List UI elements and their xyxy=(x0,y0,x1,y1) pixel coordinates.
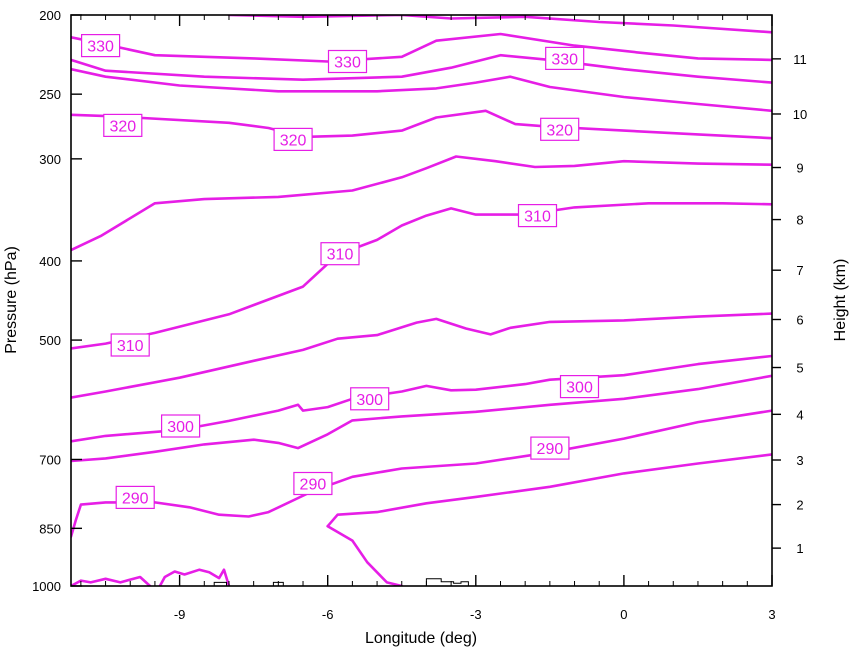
contour-label: 300 xyxy=(167,419,194,436)
y2-tick-label: 10 xyxy=(793,107,807,122)
contour-label: 320 xyxy=(546,122,573,139)
contour-label: 310 xyxy=(524,209,551,226)
y2-tick-label: 11 xyxy=(793,52,807,67)
y2-tick-label: 2 xyxy=(796,498,803,513)
isentrope-328 xyxy=(71,53,772,84)
contour-label-box xyxy=(540,117,580,141)
contour-label-layer: 330 330 330 320 320 320 310 310 310 300 300 300 290 2… xyxy=(80,33,600,509)
y-tick-label: 200 xyxy=(39,8,61,23)
contour-label-box xyxy=(350,387,390,411)
isentrope-330 xyxy=(71,32,772,63)
terrain-outline xyxy=(213,581,227,586)
y2-tick-label: 9 xyxy=(796,161,803,176)
x-axis-title: Longitude (deg) xyxy=(365,630,477,647)
contour-label-box xyxy=(103,113,143,138)
x-tick-label: 3 xyxy=(768,607,775,622)
contour-label: 290 xyxy=(300,477,327,494)
plot-area xyxy=(71,15,772,586)
isentrope-280 xyxy=(71,575,152,586)
contour-label-box xyxy=(327,49,368,74)
contour-label: 330 xyxy=(334,55,361,72)
contour-label-box xyxy=(273,127,313,151)
contour-label-box xyxy=(161,414,201,438)
y2-tick-label: 4 xyxy=(796,407,803,422)
isentrope-285 xyxy=(326,524,404,586)
contour-label-box xyxy=(115,485,155,509)
x-tick-label: -6 xyxy=(322,607,334,622)
y-tick-label: 300 xyxy=(39,152,61,167)
y-tick-label: 400 xyxy=(39,254,61,269)
contour-label-box xyxy=(293,471,333,496)
terrain-outline xyxy=(425,578,469,586)
y2-tick-label: 7 xyxy=(796,263,803,278)
isentrope-305 xyxy=(71,312,772,399)
contour-label-box xyxy=(80,33,121,58)
isentrope-280 xyxy=(158,568,231,586)
contour-label-box xyxy=(559,375,600,399)
contour-label: 330 xyxy=(87,39,114,56)
x-tick-label: -3 xyxy=(470,607,482,622)
isentrope-295 xyxy=(71,374,772,463)
isentrope-290 xyxy=(71,409,772,538)
y2-tick-label: 8 xyxy=(796,213,803,228)
y2-tick-label: 3 xyxy=(796,453,803,468)
contour-label: 320 xyxy=(109,118,136,135)
isentrope-325 xyxy=(71,67,772,113)
contour-label-box xyxy=(110,333,150,357)
y2-tick-label: 6 xyxy=(796,312,803,327)
contour-label: 300 xyxy=(566,380,593,397)
isentrope-335 xyxy=(227,15,772,34)
contour-label-box xyxy=(545,46,585,71)
x-tick-label: 0 xyxy=(620,607,627,622)
isentrope-285 xyxy=(326,453,772,528)
y-axis-title: Pressure (hPa) xyxy=(3,246,20,354)
x-tick-label: -9 xyxy=(174,607,186,622)
y2-axis-title: Height (km) xyxy=(832,259,849,342)
contour-label-box xyxy=(530,436,570,460)
isentrope-310 xyxy=(71,202,772,350)
contour-label: 290 xyxy=(122,490,149,507)
isentrope-layer xyxy=(71,15,772,586)
contour-label-box xyxy=(320,242,360,266)
y-tick-label: 1000 xyxy=(32,579,61,594)
y-tick-label: 500 xyxy=(39,333,61,348)
contour-label: 310 xyxy=(327,247,354,264)
plot-frame xyxy=(70,14,773,587)
axes-layer: -9 -6 -3 0 3 200 250 300 400 500 700 850 1000 1 2 3 4 5 6 7… xyxy=(32,8,807,622)
isentrope-320 xyxy=(71,109,772,140)
y-tick-label: 250 xyxy=(39,87,61,102)
contour-label-box xyxy=(517,204,558,228)
y2-tick-label: 1 xyxy=(796,541,803,556)
contour-label: 290 xyxy=(537,441,564,458)
y-tick-label: 700 xyxy=(39,452,61,467)
y-tick-label: 850 xyxy=(39,521,61,536)
contour-label: 330 xyxy=(551,51,578,68)
y2-tick-label: 5 xyxy=(796,361,803,376)
isentrope-315 xyxy=(71,155,772,252)
contour-label: 310 xyxy=(117,338,144,355)
contour-label: 320 xyxy=(280,132,307,149)
contour-label: 300 xyxy=(356,392,383,409)
